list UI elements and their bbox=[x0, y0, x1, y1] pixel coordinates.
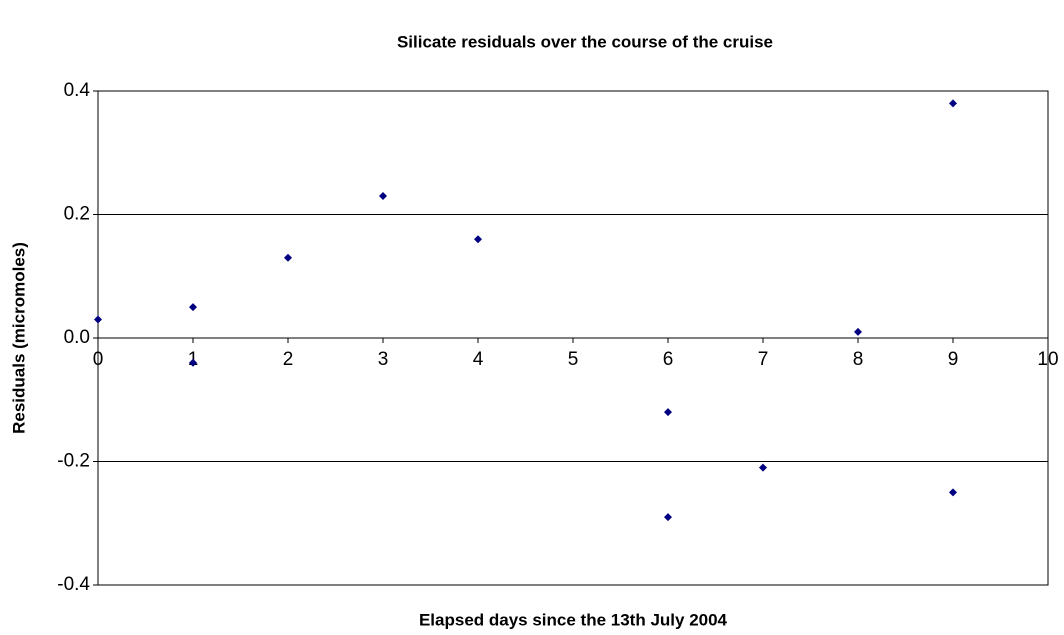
y-tick-label: 0.0 bbox=[64, 327, 90, 348]
x-tick-label: 10 bbox=[1037, 349, 1058, 370]
x-tick-label: 8 bbox=[853, 349, 864, 370]
y-tick-label: -0.4 bbox=[57, 574, 90, 595]
y-tick-label: 0.2 bbox=[64, 204, 90, 225]
data-point bbox=[664, 408, 672, 417]
data-point bbox=[189, 303, 197, 312]
chart-title: Silicate residuals over the course of th… bbox=[397, 32, 773, 51]
data-point bbox=[284, 253, 292, 262]
data-point bbox=[949, 488, 957, 497]
data-point bbox=[189, 358, 197, 367]
data-point bbox=[474, 235, 482, 244]
x-axis-label: Elapsed days since the 13th July 2004 bbox=[419, 610, 728, 629]
x-tick-label: 3 bbox=[378, 349, 389, 370]
x-tick-label: 9 bbox=[948, 349, 959, 370]
y-tick-label: 0.4 bbox=[64, 80, 91, 101]
y-axis-label: Residuals (micromoles) bbox=[9, 242, 28, 434]
x-tick-label: 5 bbox=[568, 349, 579, 370]
x-tick-label: 6 bbox=[663, 349, 674, 370]
data-point bbox=[949, 99, 957, 108]
x-tick-label: 2 bbox=[283, 349, 294, 370]
data-point bbox=[94, 315, 102, 324]
x-tick-label: 0 bbox=[93, 349, 104, 370]
data-point bbox=[759, 463, 767, 472]
y-tick-label: -0.2 bbox=[57, 451, 90, 472]
x-tick-label: 7 bbox=[758, 349, 769, 370]
data-point bbox=[379, 191, 387, 200]
data-point bbox=[664, 513, 672, 522]
data-point bbox=[854, 327, 862, 336]
x-tick-label: 4 bbox=[473, 349, 484, 370]
